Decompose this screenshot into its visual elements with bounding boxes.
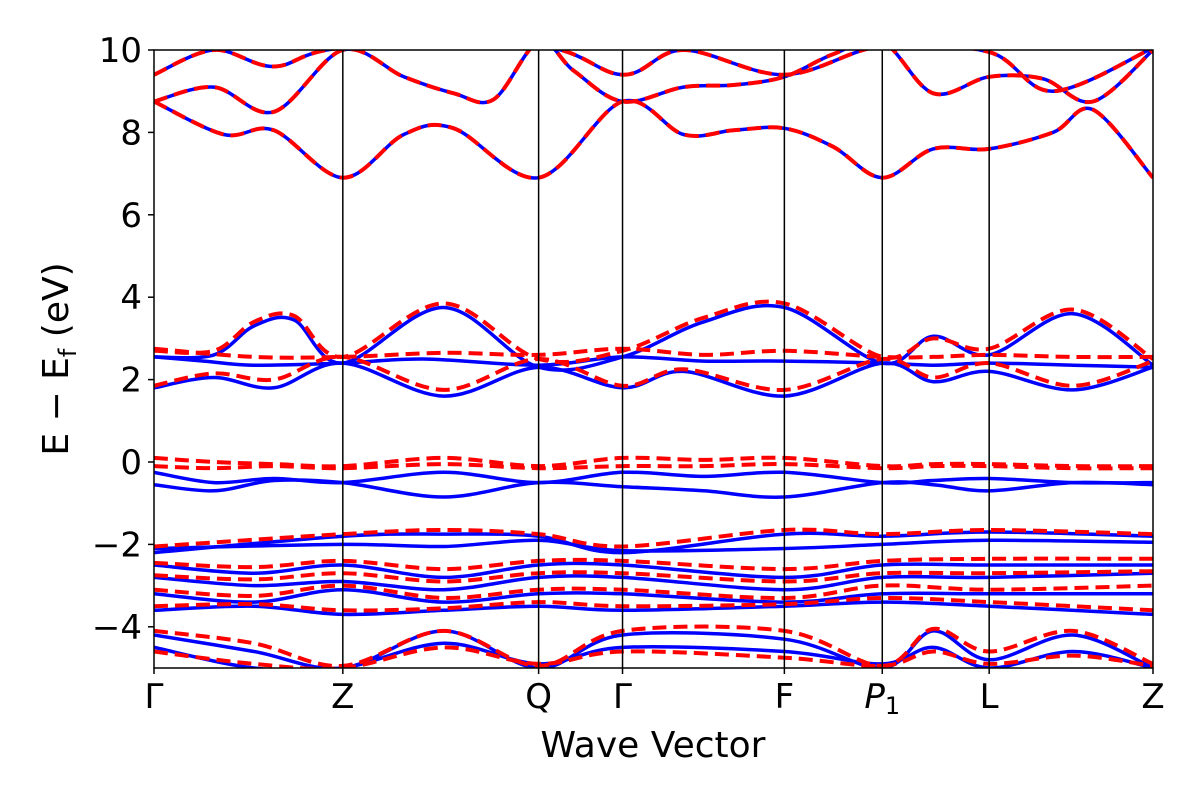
- dashed-band-1: [154, 50, 1153, 94]
- dashed-band-10: [154, 569, 1153, 584]
- y-axis-title-main: E − E: [36, 357, 77, 456]
- x-axis-title: Wave Vector: [541, 725, 766, 766]
- y-tick-label: 10: [99, 31, 142, 71]
- solid-band-5: [154, 361, 1153, 398]
- x-axis: Γ Z Q Γ F P1 L Z: [145, 668, 1165, 720]
- y-tick-label: 6: [120, 196, 142, 236]
- y-axis: −4 −2 0 2 4 6 8 10: [92, 31, 154, 648]
- solid-band-9: [154, 538, 1153, 553]
- dashed-band-2: [154, 98, 1153, 180]
- x-tick-label: F: [775, 677, 795, 717]
- kpoint-lines: [342, 50, 990, 668]
- dashed-band-3: [154, 346, 1153, 360]
- y-tick-label: 4: [120, 278, 142, 318]
- dashed-band-5: [154, 354, 1153, 392]
- plot-frame: [153, 49, 1154, 669]
- solid-band-2: [154, 98, 1153, 180]
- solid-band-10: [154, 561, 1153, 580]
- y-axis-title: E − Ef (eV): [36, 262, 82, 455]
- solid-band-13: [154, 600, 1153, 617]
- y-axis-title-unit: (eV): [36, 262, 77, 348]
- dashed-band-9: [154, 556, 1153, 572]
- x-tick-label: Q: [525, 677, 552, 717]
- x-tick-label: P1: [864, 677, 900, 720]
- dashed-band-12: [154, 595, 1153, 613]
- solid-band-0: [154, 50, 1153, 115]
- y-tick-label: −4: [92, 608, 142, 648]
- x-tick-label: L: [980, 677, 999, 717]
- solid-band-7: [154, 478, 1153, 499]
- bands: [154, 50, 1153, 668]
- y-tick-label: 8: [120, 113, 142, 153]
- dashed-band-11: [154, 583, 1153, 601]
- solid-band-11: [154, 571, 1153, 592]
- y-tick-label: 2: [120, 361, 142, 401]
- y-axis-title-sub: f: [54, 348, 82, 357]
- solid-band-12: [154, 587, 1153, 604]
- x-tick-label: Z: [1141, 677, 1164, 717]
- x-tick-label: Z: [331, 677, 354, 717]
- y-tick-label: −2: [92, 525, 142, 565]
- x-tick-label: Γ: [145, 677, 164, 717]
- y-tick-label: 0: [120, 443, 142, 483]
- x-tick-label: Γ: [613, 677, 632, 717]
- solid-band-4: [154, 303, 1153, 372]
- dashed-band-4: [154, 299, 1153, 364]
- dashed-band-6: [154, 455, 1153, 469]
